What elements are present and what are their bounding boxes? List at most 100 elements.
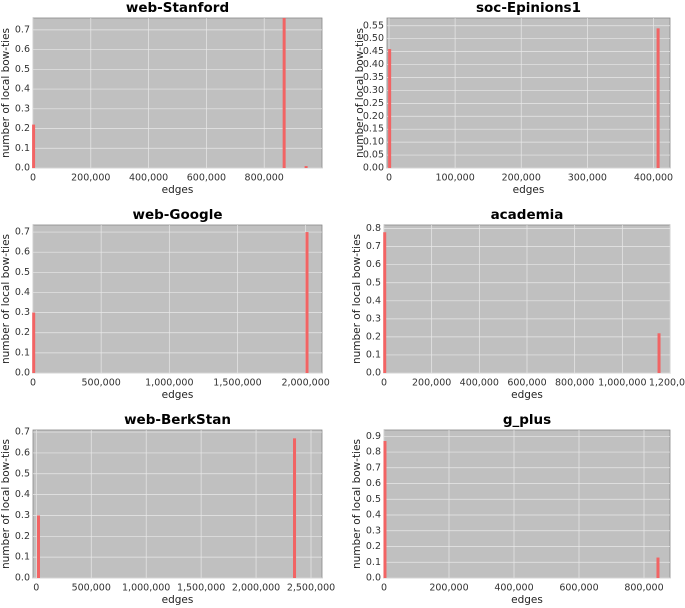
x-axis-label: edges [162,184,194,196]
y-tick-label: 0.9 [366,431,381,442]
y-tick-label: 0.7 [15,24,30,35]
bar [32,124,36,168]
y-tick-label: 0.15 [363,124,384,135]
bar [305,232,309,373]
x-tick-label: 0 [381,583,387,594]
y-tick-label: 0.4 [366,510,381,521]
x-tick-label: 2,500,000 [287,583,335,594]
y-axis-label: number of local bow-ties [0,28,12,158]
chart-title: web-Google [133,207,223,223]
x-tick-label: 1,500,000 [213,378,261,389]
y-tick-label: 0.05 [363,150,384,161]
y-tick-label: 0.50 [363,33,384,44]
x-tick-label: 100,000 [435,173,474,184]
x-tick-label: 400,000 [129,173,168,184]
y-tick-label: 0.4 [15,489,30,500]
y-tick-label: 0.45 [363,46,384,57]
x-tick-label: 600,000 [507,378,546,389]
y-tick-label: 0.55 [363,20,384,31]
x-axis-label: edges [162,389,194,401]
y-axis-label: number of local bow-ties [354,28,366,158]
y-tick-label: 0.40 [363,59,384,70]
bar [657,333,661,373]
y-tick-label: 0.5 [15,468,30,479]
chart-panel: soc-Epinions1 0.00 0.05 0.10 0.15 0.20 0.25 0.3… [354,0,673,196]
x-tick-label: 400,000 [494,583,533,594]
y-tick-label: 0.0 [366,573,381,584]
y-tick-label: 0.7 [366,241,381,252]
x-axis-label: edges [162,594,194,606]
x-tick-label: 400,000 [634,173,673,184]
chart-panel: academia 0.0 0.1 0.2 0.3 0.4 0.5 0.6 0.7 0.8 0 200,… [351,207,685,401]
y-tick-label: 0.7 [366,462,381,473]
chart-panel: web-Google 0.0 0.1 0.2 0.3 0.4 0.5 0.6 0.7 0 500,0… [0,207,330,401]
x-tick-label: 200,000 [502,173,541,184]
x-tick-label: 800,000 [555,378,594,389]
x-tick-label: 0 [33,583,39,594]
y-tick-label: 0.25 [363,98,384,109]
plot-area [32,224,323,374]
bar [282,18,286,168]
bar [304,166,308,168]
x-tick-label: 0 [381,378,387,389]
y-tick-label: 0.1 [15,143,30,154]
y-tick-label: 0.20 [363,111,384,122]
y-tick-label: 0.6 [15,447,30,458]
x-axis-label: edges [511,389,543,401]
bar [383,441,387,578]
x-tick-label: 800,000 [245,173,284,184]
y-tick-label: 0.7 [15,227,30,238]
y-tick-label: 0.30 [363,85,384,96]
y-tick-label: 0.4 [366,295,381,306]
x-tick-label: 1,500,000 [177,583,225,594]
x-tick-label: 200,000 [412,378,451,389]
y-tick-label: 0.0 [15,163,30,174]
chart-title: soc-Epinions1 [476,0,581,16]
y-tick-label: 0.0 [15,368,30,379]
x-tick-label: 0 [30,378,36,389]
x-tick-label: 1,000,000 [145,378,193,389]
x-axis-label: edges [511,594,543,606]
y-tick-label: 0.1 [15,347,30,358]
y-tick-label: 0.3 [15,307,30,318]
y-tick-label: 0.00 [363,163,384,174]
y-tick-label: 0.1 [366,349,381,360]
bar [388,49,392,168]
y-axis-label: number of local bow-ties [0,234,12,364]
plot-area [383,429,671,579]
y-tick-label: 0.3 [15,103,30,114]
x-tick-label: 500,000 [72,583,111,594]
y-tick-label: 0.1 [366,557,381,568]
y-tick-label: 0.0 [15,573,30,584]
x-tick-label: 2,000,000 [281,378,329,389]
bar [383,232,387,373]
y-tick-label: 0.3 [15,510,30,521]
plot-area [32,17,323,169]
y-tick-label: 0.6 [366,259,381,270]
y-tick-label: 0.4 [15,287,30,298]
y-tick-label: 0.8 [366,447,381,458]
y-tick-label: 0.5 [366,494,381,505]
bar [36,515,40,578]
chart-panel: web-Stanford 0.0 0.1 0.2 0.3 0.4 0.5 0.6 0.7 0 200… [0,0,323,196]
x-tick-label: 200,000 [429,583,468,594]
x-tick-label: 1,000,000 [598,378,646,389]
plot-area [386,17,671,169]
y-tick-label: 0.2 [15,327,30,338]
y-tick-label: 0.8 [366,223,381,234]
y-tick-label: 0.5 [15,64,30,75]
y-axis-label: number of local bow-ties [351,234,363,364]
y-tick-label: 0.2 [15,123,30,134]
chart-title: g_plus [503,412,551,428]
x-tick-label: 1,200,00 [649,378,685,389]
y-tick-label: 0.4 [15,84,30,95]
chart-panel: web-BerkStan 0.0 0.1 0.2 0.3 0.4 0.5 0.6 0.7 0 500… [0,412,335,606]
y-axis-label: number of local bow-ties [0,439,12,569]
y-tick-label: 0.2 [366,541,381,552]
x-tick-label: 500,000 [82,378,121,389]
y-tick-label: 0.0 [366,368,381,379]
plot-area [32,429,323,579]
y-tick-label: 0.7 [15,427,30,438]
x-tick-label: 200,000 [71,173,110,184]
